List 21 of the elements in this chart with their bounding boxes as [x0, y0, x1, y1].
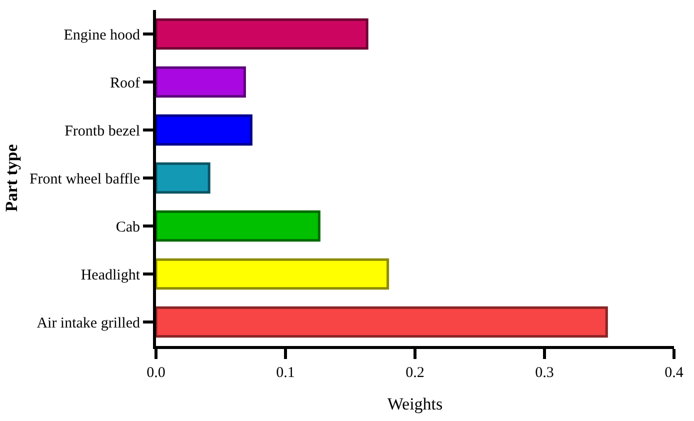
bar	[156, 114, 252, 146]
x-tick-label: 0.1	[276, 365, 295, 381]
y-tick-label: Cab	[116, 219, 140, 236]
bar	[156, 258, 390, 290]
bar	[156, 162, 210, 194]
x-tick-label: 0.3	[535, 365, 554, 381]
y-tick-label: Engine hood	[64, 27, 140, 44]
bar	[156, 18, 368, 50]
y-tick-label: Front wheel baffle	[29, 171, 140, 188]
bar	[156, 306, 608, 338]
x-tick-label: 0.2	[406, 365, 424, 381]
y-axis-title: Part type	[2, 144, 22, 212]
y-tick-label: Air intake grilled	[36, 315, 140, 332]
bar	[156, 210, 320, 242]
bar	[156, 66, 246, 98]
y-tick-label: Roof	[110, 75, 140, 92]
y-tick-label: Frontb bezel	[64, 123, 140, 140]
x-tick-label: 0.4	[664, 365, 684, 381]
x-axis-title: Weights	[387, 394, 443, 414]
x-tick-label: 0.0	[146, 365, 166, 381]
y-tick-label: Headlight	[80, 267, 141, 284]
